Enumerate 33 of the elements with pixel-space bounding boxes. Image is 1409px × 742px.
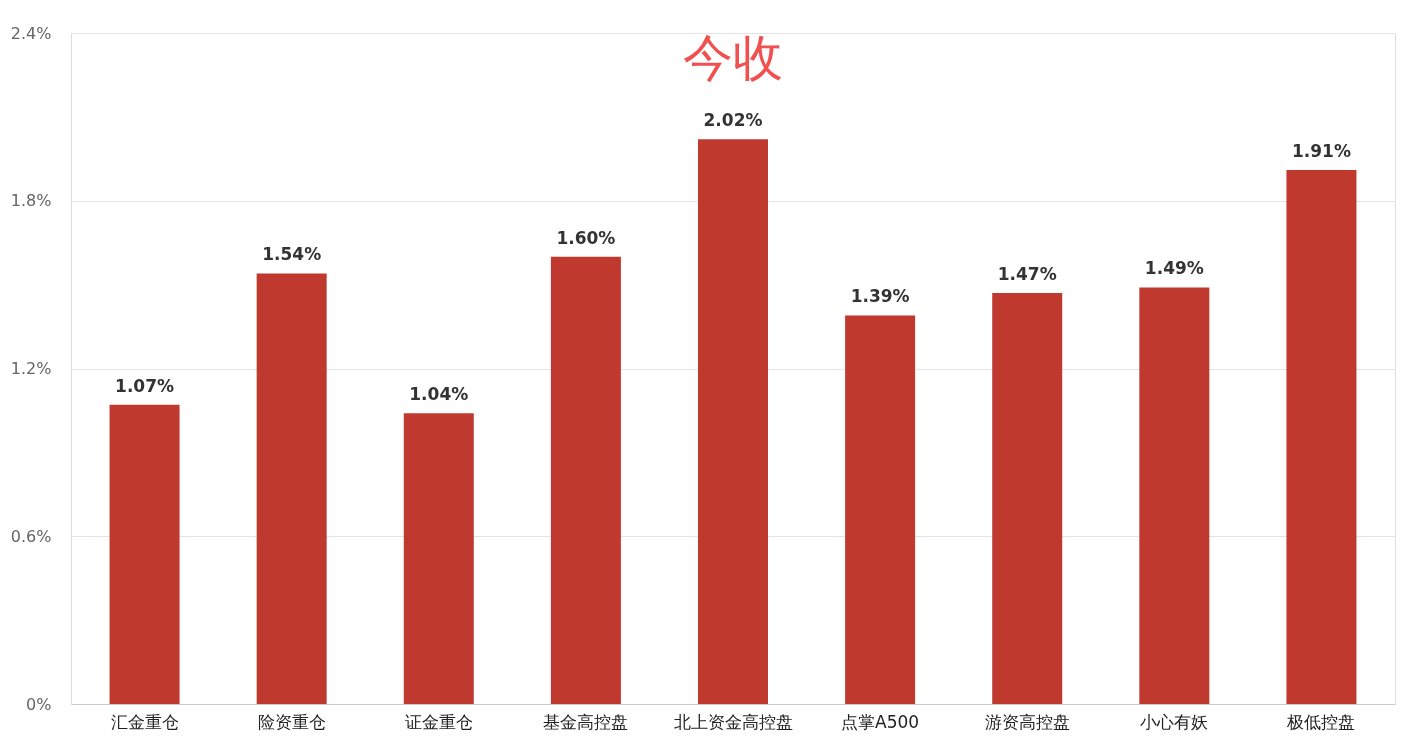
- data-label: 1.91%: [1291, 141, 1351, 161]
- x-tick-label: 基金高控盘: [543, 711, 629, 732]
- x-tick-label: 汇金重仓: [110, 711, 179, 732]
- x-tick-label: 点掌A500: [841, 711, 920, 732]
- y-tick-label: 1.8%: [10, 191, 52, 211]
- y-tick-label: 1.2%: [10, 359, 52, 378]
- bar: [403, 413, 474, 704]
- bar: [1286, 170, 1357, 704]
- x-tick-label: 北上资金高控盘: [673, 711, 793, 732]
- bar: [550, 256, 621, 704]
- data-label: 1.54%: [262, 244, 322, 265]
- x-tick-label: 游资高控盘: [984, 711, 1070, 732]
- bar: [992, 293, 1063, 704]
- data-label: 1.04%: [409, 384, 469, 405]
- x-tick-label: 证金重仓: [404, 711, 473, 732]
- data-label: 2.02%: [703, 110, 763, 131]
- data-label: 1.47%: [997, 264, 1057, 285]
- y-tick-label: 0%: [26, 694, 52, 714]
- data-label: 1.60%: [556, 227, 616, 248]
- bar: [698, 139, 768, 704]
- data-label: 1.39%: [850, 286, 910, 307]
- y-tick-label: 0.6%: [10, 526, 52, 546]
- x-tick-label: 极低控盘: [1286, 711, 1356, 732]
- bar: [109, 404, 180, 704]
- data-label: 1.07%: [115, 375, 175, 396]
- x-tick-label: 险资重仓: [257, 711, 326, 732]
- bar: [256, 273, 327, 704]
- bar: [1139, 287, 1210, 704]
- chart-title: 今收: [683, 29, 783, 87]
- bar: [845, 315, 916, 704]
- data-label: 1.49%: [1144, 258, 1204, 279]
- y-tick-label: 2.4%: [10, 23, 52, 43]
- x-tick-label: 小心有妖: [1140, 711, 1209, 732]
